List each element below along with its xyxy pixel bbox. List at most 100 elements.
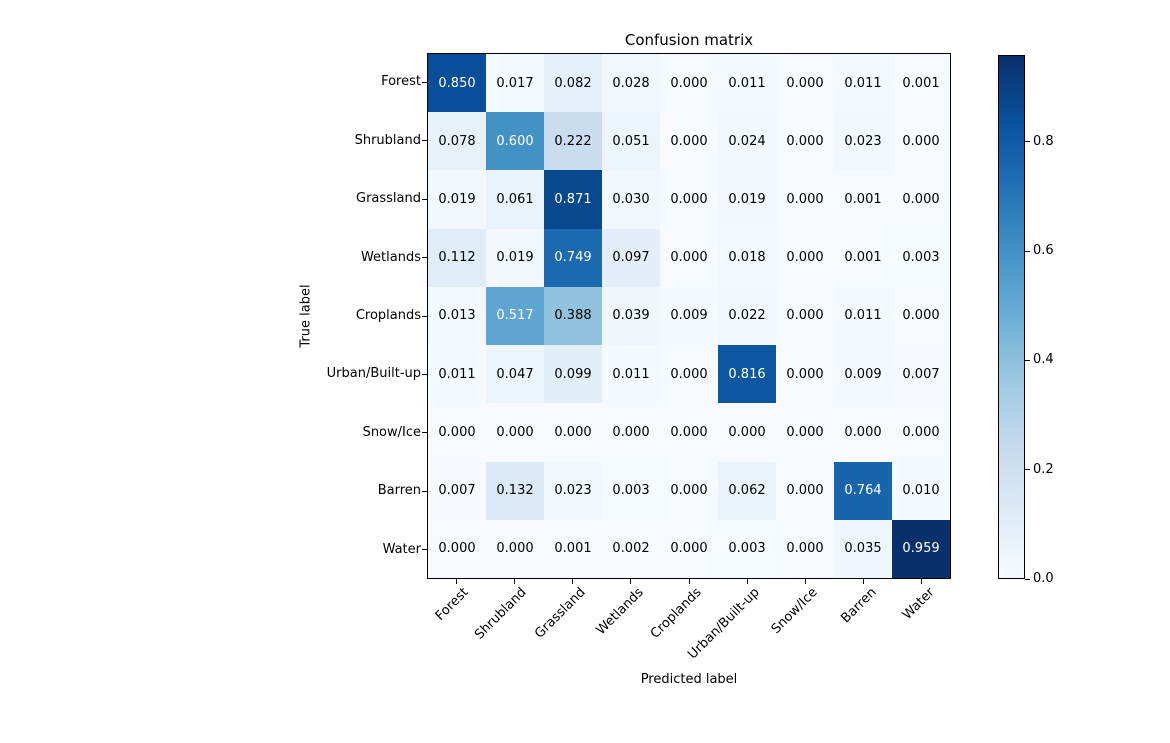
- matrix-cell: 0.062: [718, 461, 776, 520]
- matrix-cell: 0.011: [718, 54, 776, 113]
- matrix-cell: 0.600: [486, 112, 544, 171]
- y-tick-label: Shrubland: [354, 132, 421, 148]
- colorbar-tick-label: 0.2: [1033, 461, 1054, 477]
- matrix-cell: 0.000: [776, 345, 834, 404]
- colorbar-tick-mark: [1025, 250, 1030, 252]
- matrix-cell: 0.001: [892, 54, 950, 113]
- y-tick-label: Croplands: [355, 308, 421, 323]
- matrix-cell: 0.000: [428, 519, 486, 578]
- matrix-cell: 0.047: [486, 345, 544, 404]
- matrix-cell: 0.035: [834, 519, 892, 578]
- x-tick-mark: [688, 579, 690, 584]
- matrix-cell: 0.850: [428, 54, 486, 113]
- colorbar-tick-label: 0.0: [1033, 571, 1054, 586]
- x-tick-mark: [513, 579, 515, 584]
- matrix-cell: 0.099: [544, 345, 602, 404]
- matrix-cell: 0.388: [544, 286, 602, 346]
- matrix-cell: 0.112: [428, 228, 486, 287]
- x-tick-mark: [746, 579, 748, 584]
- matrix-cell: 0.017: [486, 54, 544, 113]
- matrix-cell: 0.001: [834, 228, 892, 287]
- matrix-cell: 0.959: [892, 519, 950, 578]
- matrix-cell: 0.013: [428, 286, 486, 346]
- y-tick-mark: [422, 490, 427, 492]
- matrix-cell: 0.000: [776, 112, 834, 171]
- x-tick-mark: [921, 579, 923, 584]
- matrix-cell: 0.018: [718, 228, 776, 287]
- y-tick-mark: [422, 373, 427, 375]
- y-tick-mark: [422, 432, 427, 434]
- matrix-cell: 0.000: [660, 519, 718, 578]
- x-tick-mark: [455, 579, 457, 584]
- matrix-cell: 0.000: [486, 519, 544, 578]
- matrix-cell: 0.010: [892, 461, 950, 520]
- y-tick-mark: [422, 549, 427, 551]
- colorbar-tick-mark: [1025, 578, 1030, 580]
- matrix-cell: 0.000: [776, 461, 834, 520]
- matrix-cell: 0.019: [486, 228, 544, 287]
- matrix-cell: 0.000: [718, 403, 776, 462]
- matrix-cell: 0.000: [892, 170, 950, 229]
- colorbar-tick-label: 0.8: [1033, 133, 1054, 149]
- matrix-cell: 0.000: [892, 112, 950, 171]
- y-tick-label: Snow/Ice: [362, 424, 421, 440]
- y-tick-mark: [422, 140, 427, 142]
- matrix-cell: 0.000: [428, 403, 486, 462]
- matrix-cell: 0.009: [660, 286, 718, 346]
- colorbar-tick-mark: [1025, 141, 1030, 143]
- matrix-cell: 0.000: [602, 403, 660, 462]
- matrix-cell: 0.764: [834, 461, 892, 520]
- matrix-cell: 0.003: [718, 519, 776, 578]
- matrix-cell: 0.222: [544, 112, 602, 171]
- x-axis-title: Predicted label: [640, 672, 738, 687]
- y-tick-label: Water: [382, 541, 421, 557]
- matrix-cell: 0.028: [602, 54, 660, 113]
- x-tick-mark: [804, 579, 806, 584]
- matrix-cell: 0.000: [660, 461, 718, 520]
- colorbar-tick-mark: [1025, 359, 1030, 361]
- matrix-cell: 0.011: [834, 54, 892, 113]
- matrix-cell: 0.132: [486, 461, 544, 520]
- matrix-cell: 0.003: [602, 461, 660, 520]
- matrix-cell: 0.749: [544, 228, 602, 287]
- x-tick-mark: [863, 579, 865, 584]
- matrix-cell: 0.011: [428, 345, 486, 404]
- x-tick-mark: [630, 579, 632, 584]
- matrix-cell: 0.000: [486, 403, 544, 462]
- matrix-cell: 0.871: [544, 170, 602, 229]
- y-tick-label: Wetlands: [360, 249, 421, 265]
- y-tick-label: Barren: [377, 483, 421, 499]
- matrix-cell: 0.007: [892, 345, 950, 404]
- matrix-cell: 0.000: [892, 403, 950, 462]
- matrix-cell: 0.024: [718, 112, 776, 171]
- matrix-cell: 0.011: [602, 345, 660, 404]
- matrix-cell: 0.000: [544, 403, 602, 462]
- matrix-cell: 0.000: [776, 54, 834, 113]
- matrix-cell: 0.030: [602, 170, 660, 229]
- chart-title: Confusion matrix: [624, 31, 754, 49]
- colorbar-tick-label: 0.6: [1033, 243, 1054, 259]
- matrix-cell: 0.019: [718, 170, 776, 229]
- y-axis-title: True label: [298, 284, 314, 348]
- matrix-cell: 0.022: [718, 286, 776, 346]
- y-tick-mark: [422, 198, 427, 200]
- matrix-cell: 0.000: [834, 403, 892, 462]
- matrix-cell: 0.000: [660, 54, 718, 113]
- matrix-cell: 0.039: [602, 286, 660, 346]
- matrix-cell: 0.051: [602, 112, 660, 171]
- matrix-cell: 0.011: [834, 286, 892, 346]
- matrix-cell: 0.000: [776, 228, 834, 287]
- matrix-cell: 0.078: [428, 112, 486, 171]
- matrix-cell: 0.000: [660, 170, 718, 229]
- y-tick-mark: [422, 81, 427, 83]
- matrix-cell: 0.000: [776, 403, 834, 462]
- matrix-cell: 0.001: [834, 170, 892, 229]
- matrix-cell: 0.097: [602, 228, 660, 287]
- matrix-cell: 0.009: [834, 345, 892, 404]
- matrix-cell: 0.023: [544, 461, 602, 520]
- matrix-cell: 0.000: [660, 112, 718, 171]
- matrix-cell: 0.000: [776, 286, 834, 346]
- matrix-cell: 0.517: [486, 286, 544, 346]
- matrix-cell: 0.019: [428, 170, 486, 229]
